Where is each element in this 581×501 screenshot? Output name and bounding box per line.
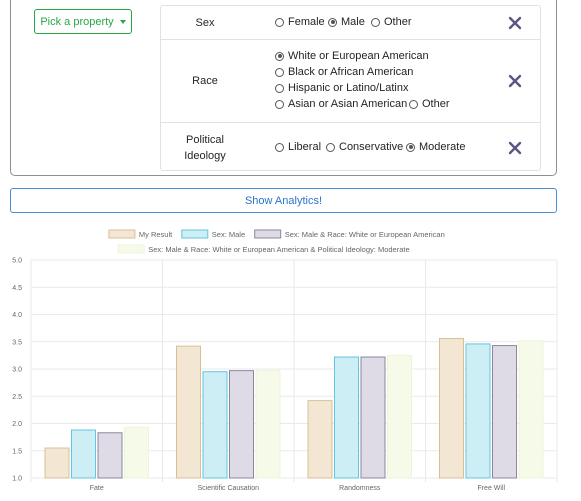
bar-chart: My Result Sex: Male Sex: Male & Race: Whit… [12,229,558,492]
bar [124,426,149,479]
x-tick-label: Free Will [477,485,505,492]
radio-circle-icon [275,99,284,109]
results-chart: My Result Sex: Male Sex: Male & Race: Whit… [0,222,581,501]
legend-swatch [254,229,282,239]
bar [334,356,359,479]
property-label: Political Ideology [184,134,226,162]
radio-race-other[interactable]: Other [409,98,450,110]
radio-ideology-liberal[interactable]: Liberal [275,141,321,153]
legend-label: My Result [139,230,173,239]
radio-race-asian[interactable]: Asian or Asian American [275,98,407,110]
y-tick-label: 1.0 [12,476,22,483]
bar [439,337,464,479]
bar [387,354,412,479]
y-tick-label: 3.5 [12,339,22,346]
legend-swatch [117,244,145,254]
legend-swatch [181,229,209,239]
radio-sex-female[interactable]: Female [275,16,325,28]
remove-sex-close-icon[interactable] [508,16,522,30]
chevron-down-icon [119,19,126,24]
legend-label: Sex: Male [212,230,245,239]
show-analytics-button[interactable]: Show Analytics! [10,188,557,213]
radio-race-hispanic[interactable]: Hispanic or Latino/Latinx [275,82,408,94]
radio-ideology-moderate[interactable]: Moderate [406,141,465,153]
bar [360,356,386,479]
radio-race-black[interactable]: Black or African American [275,66,413,78]
property-table: Sex Female Male Other Race White or Euro… [160,5,541,171]
radio-circle-icon [409,99,418,109]
y-tick-label: 2.0 [12,421,22,428]
property-label: Race [192,75,218,87]
bar [307,400,333,479]
radio-circle-icon [275,17,284,27]
radio-sex-other[interactable]: Other [371,16,412,28]
radio-circle-icon [275,83,284,93]
legend-label: Sex: Male & Race: White or European Amer… [285,230,445,239]
radio-ideology-conservative[interactable]: Conservative [326,141,403,153]
radio-circle-icon [326,142,335,152]
bar [202,371,228,479]
legend-label: Sex: Male & Race: White or European Amer… [148,245,409,254]
x-tick-label: Scientific Causation [198,485,260,492]
x-tick-label: Fate [90,485,104,492]
radio-circle-icon [328,17,337,27]
y-tick-label: 4.5 [12,285,22,292]
bar [44,447,70,479]
y-tick-label: 1.5 [12,448,22,455]
bar [176,345,201,479]
property-row-sex: Sex Female Male Other [161,6,540,39]
bar [465,343,491,479]
radio-circle-icon [406,142,415,152]
x-tick-label: Randomness [339,485,381,492]
radio-circle-icon [371,17,380,27]
property-row-race: Race White or European American Black or… [161,39,540,122]
y-tick-label: 2.5 [12,394,22,401]
y-tick-label: 3.0 [12,367,22,374]
radio-circle-icon [275,67,284,77]
bar [492,345,517,479]
radio-circle-icon [275,51,284,61]
y-tick-label: 4.0 [12,312,22,319]
property-label: Sex [195,17,215,29]
bar [255,370,281,479]
radio-race-white[interactable]: White or European American [275,50,429,62]
property-row-political-ideology: Political Ideology Liberal Conservative … [161,122,540,172]
remove-race-close-icon[interactable] [508,74,522,88]
radio-sex-male[interactable]: Male [328,16,365,28]
y-tick-label: 5.0 [12,258,22,265]
bar [518,340,544,479]
bar [229,370,254,479]
bar [71,429,96,479]
remove-ideology-close-icon[interactable] [508,141,522,155]
bar [97,432,123,479]
pick-property-label: Pick a property [40,15,114,28]
radio-circle-icon [275,142,284,152]
pick-property-button[interactable]: Pick a property [34,9,132,34]
legend-swatch [108,229,136,239]
